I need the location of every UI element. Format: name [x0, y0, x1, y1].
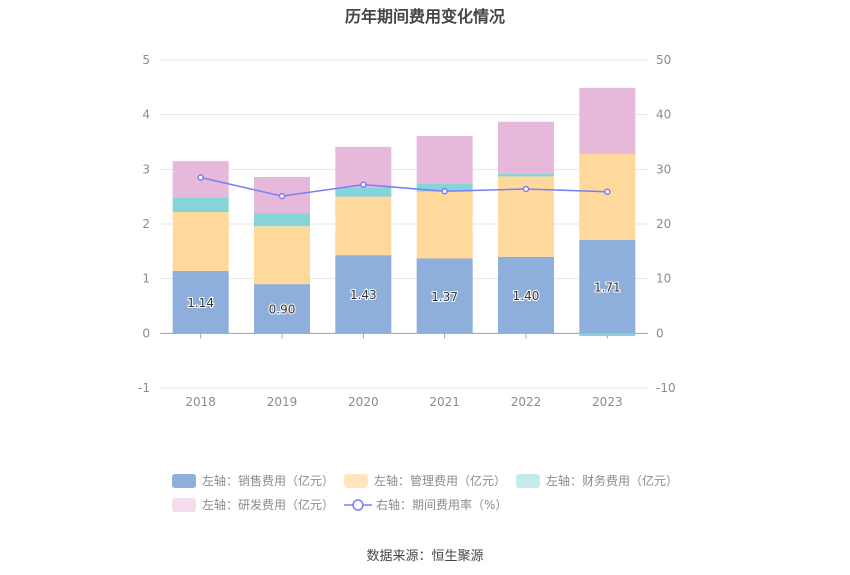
line-expense-rate [200, 176, 608, 197]
legend-item-sales[interactable]: 左轴：销售费用（亿元） [172, 472, 334, 489]
line-point [360, 181, 367, 188]
right-tick-label: -10 [656, 381, 676, 395]
bar-finance [335, 187, 392, 197]
bar-admin [579, 154, 636, 240]
left-tick-label: 5 [142, 53, 150, 67]
bar-sales [498, 256, 554, 334]
right-tick-label: 20 [656, 217, 671, 231]
right-tick-label: 10 [656, 272, 671, 286]
line-point [604, 188, 611, 195]
right-tick-label: 40 [656, 108, 671, 122]
legend-item-rate[interactable]: 右轴：期间费用率（%） [344, 496, 507, 513]
bar-finance [254, 213, 310, 227]
legend-swatch-rnd [172, 497, 196, 512]
line-point [278, 192, 286, 200]
bar-finance [579, 333, 636, 337]
x-tick-label: 2023 [592, 395, 623, 409]
data-label-sales: 1.43 [350, 288, 377, 302]
line-point [441, 187, 448, 195]
bar-sales [172, 271, 229, 334]
bar-finance [498, 173, 554, 177]
left-tick-label: 4 [142, 108, 150, 122]
bar-sales [579, 239, 636, 334]
data-source: 数据来源：恒生聚源 [366, 549, 484, 564]
legend-swatch-sales [172, 473, 196, 488]
bar-admin [416, 191, 473, 259]
data-label-sales: 1.37 [431, 290, 458, 304]
data-label-sales: 1.40 [513, 289, 540, 303]
bar-rnd [416, 135, 473, 184]
bar-rnd [579, 87, 636, 155]
legend-swatch-admin [344, 473, 368, 488]
x-tick-label: 2022 [511, 395, 542, 409]
left-tick-label: 0 [142, 326, 150, 340]
bar-sales [335, 255, 392, 334]
bar-finance [416, 183, 473, 192]
right-tick-label: 50 [656, 53, 671, 67]
legend-label-rnd: 左轴：研发费用（亿元） [202, 498, 335, 512]
chart-title: 历年期间费用变化情况 [344, 7, 505, 26]
legend-label-sales: 左轴：销售费用（亿元） [202, 474, 335, 488]
bar-admin [254, 226, 310, 285]
left-tick-label: 2 [142, 217, 150, 231]
bar-finance [172, 197, 229, 212]
legend-item-admin[interactable]: 左轴：管理费用（亿元） [344, 472, 506, 489]
bar-sales [416, 258, 473, 334]
x-tick-label: 2021 [429, 395, 460, 409]
legend-swatch-finance [516, 473, 540, 488]
bar-admin [335, 196, 392, 256]
bar-rnd [498, 121, 554, 174]
data-label-sales: 1.71 [594, 281, 621, 295]
legend-label-finance: 左轴：财务费用（亿元） [546, 474, 679, 488]
x-tick-label: 2018 [185, 395, 216, 409]
legend-item-finance[interactable]: 左轴：财务费用（亿元） [516, 472, 678, 489]
right-tick-label: 0 [656, 326, 664, 340]
left-tick-label: 1 [142, 272, 150, 286]
legend-item-rnd[interactable]: 左轴：研发费用（亿元） [172, 496, 334, 513]
x-tick-label: 2019 [267, 395, 298, 409]
bar-sales [254, 284, 310, 334]
right-tick-label: 30 [656, 162, 671, 176]
left-tick-label: -1 [138, 381, 150, 395]
legend-label-rate: 右轴：期间费用率（%） [376, 498, 508, 512]
line-point [197, 174, 204, 181]
data-label-sales: 1.14 [187, 296, 214, 310]
bar-admin [172, 211, 229, 272]
left-tick-label: 3 [142, 162, 150, 176]
bar-rnd [335, 146, 392, 188]
x-tick-label: 2020 [348, 395, 379, 409]
line-point [522, 185, 530, 193]
legend-swatch-rate [344, 498, 372, 511]
legend-label-admin: 左轴：管理费用（亿元） [374, 474, 507, 488]
data-label-sales: 0.90 [269, 303, 296, 317]
